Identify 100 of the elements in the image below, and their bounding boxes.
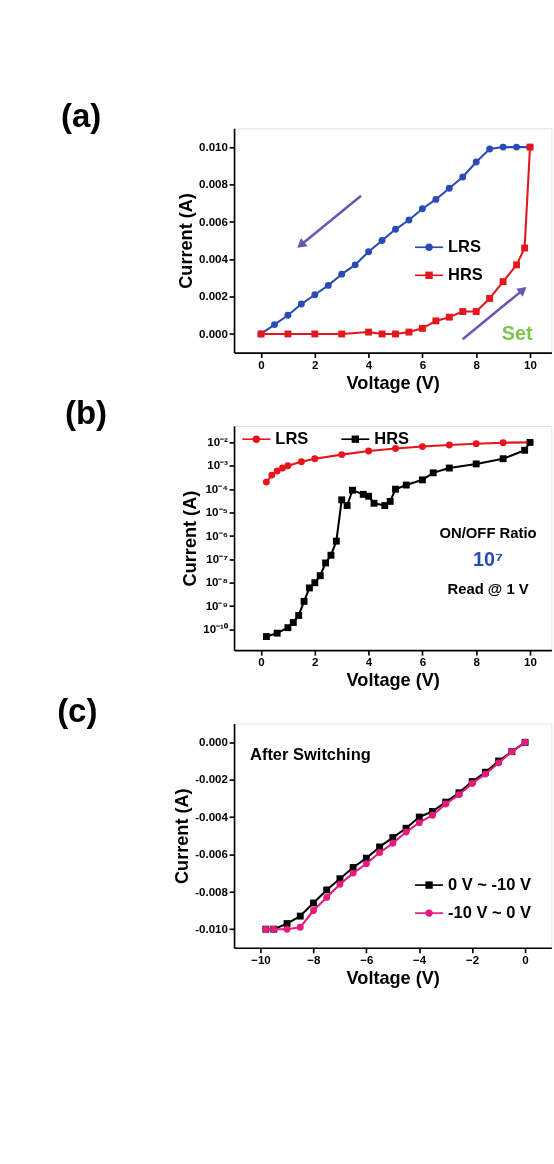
legend-label: HRS <box>448 265 483 284</box>
y-tick-label: 10⁻⁵ <box>205 506 228 519</box>
chart-title: (a) <box>60 96 102 134</box>
point <box>349 486 356 494</box>
point <box>405 216 413 224</box>
y-tick-label: -0.004 <box>195 810 229 823</box>
annotation: Read @ 1 V <box>447 580 529 597</box>
y-axis-title: Current (A) <box>179 490 200 587</box>
point <box>296 923 304 931</box>
y-tick-label: 10⁻⁹ <box>205 599 228 612</box>
x-tick-label: 4 <box>365 656 373 669</box>
point <box>402 828 410 836</box>
point <box>521 446 529 454</box>
point <box>472 158 480 166</box>
point <box>324 281 332 289</box>
y-tick-label: -0.002 <box>195 773 228 786</box>
point <box>472 460 480 468</box>
x-axis-title: Voltage (V) <box>346 670 440 691</box>
point <box>262 478 270 486</box>
x-tick-label: 10 <box>524 358 537 371</box>
point <box>289 619 297 626</box>
point <box>418 205 426 213</box>
y-tick-label: 10⁻² <box>207 436 229 449</box>
point <box>513 143 521 151</box>
point <box>296 912 304 920</box>
legend-label: -10 V ~ 0 V <box>448 903 531 922</box>
x-tick-label: 6 <box>419 358 427 371</box>
point <box>365 447 373 455</box>
point <box>311 579 319 587</box>
legend-label: LRS <box>448 237 481 256</box>
point <box>306 584 313 592</box>
x-tick-label: 2 <box>312 358 319 371</box>
point <box>338 496 346 504</box>
x-tick-label: 8 <box>473 656 481 669</box>
point <box>316 572 324 580</box>
point <box>432 317 440 325</box>
point <box>297 458 305 466</box>
y-tick-label: 0.000 <box>199 327 228 340</box>
x-axis-title: Voltage (V) <box>346 967 440 988</box>
legend-label: 0 V ~ -10 V <box>448 875 531 894</box>
y-tick-label: -0.006 <box>195 848 228 861</box>
point <box>271 321 278 329</box>
point <box>310 907 317 914</box>
point <box>472 440 480 448</box>
annotation: After Switching <box>250 744 371 763</box>
point <box>279 464 286 472</box>
point <box>429 469 437 477</box>
y-tick-label: 0.002 <box>199 290 228 303</box>
point <box>362 860 370 868</box>
point <box>273 629 281 637</box>
point <box>386 497 394 505</box>
point <box>376 849 384 857</box>
point <box>349 869 357 877</box>
point <box>332 537 340 545</box>
y-tick-label: 0.008 <box>199 178 229 191</box>
x-tick-label: −4 <box>413 953 427 966</box>
point <box>392 445 399 452</box>
point <box>381 502 389 509</box>
y-tick-label: 0.006 <box>199 215 228 228</box>
x-tick-label: 0 <box>522 953 529 966</box>
x-tick-label: −6 <box>360 953 374 966</box>
point <box>459 173 467 181</box>
x-tick-label: 6 <box>419 656 427 669</box>
y-tick-label: 0.000 <box>199 736 228 749</box>
x-tick-label: −8 <box>307 953 322 966</box>
y-tick-label: 10⁻⁷ <box>206 553 229 566</box>
point <box>351 261 359 269</box>
point <box>338 451 346 459</box>
point <box>445 313 453 321</box>
point <box>297 300 305 308</box>
point <box>336 880 344 888</box>
x-tick-label: −2 <box>466 953 480 966</box>
point <box>459 308 467 315</box>
point <box>513 261 521 269</box>
point <box>338 270 346 278</box>
point <box>365 328 373 336</box>
point <box>284 624 292 632</box>
point <box>392 485 399 493</box>
point <box>445 184 453 192</box>
y-axis-title: Current (A) <box>171 788 192 884</box>
x-axis-title: Voltage (V) <box>346 372 440 393</box>
annotation: 10⁷ <box>472 548 504 571</box>
point <box>378 237 386 244</box>
chart-title: (b) <box>64 394 108 432</box>
point <box>418 443 426 451</box>
point <box>486 145 494 153</box>
point <box>300 597 308 605</box>
y-tick-label: 0.010 <box>199 140 228 153</box>
point <box>389 839 397 847</box>
point <box>343 502 351 509</box>
point <box>432 195 440 203</box>
y-tick-label: 10⁻⁴ <box>205 482 229 495</box>
x-tick-label: 0 <box>258 656 265 669</box>
y-tick-label: 10⁻⁸ <box>205 576 228 589</box>
annotation: Set <box>501 322 533 345</box>
y-axis-title: Current (A) <box>175 193 196 289</box>
point <box>268 471 276 479</box>
point <box>365 492 373 500</box>
point <box>418 476 426 484</box>
point <box>499 455 507 463</box>
